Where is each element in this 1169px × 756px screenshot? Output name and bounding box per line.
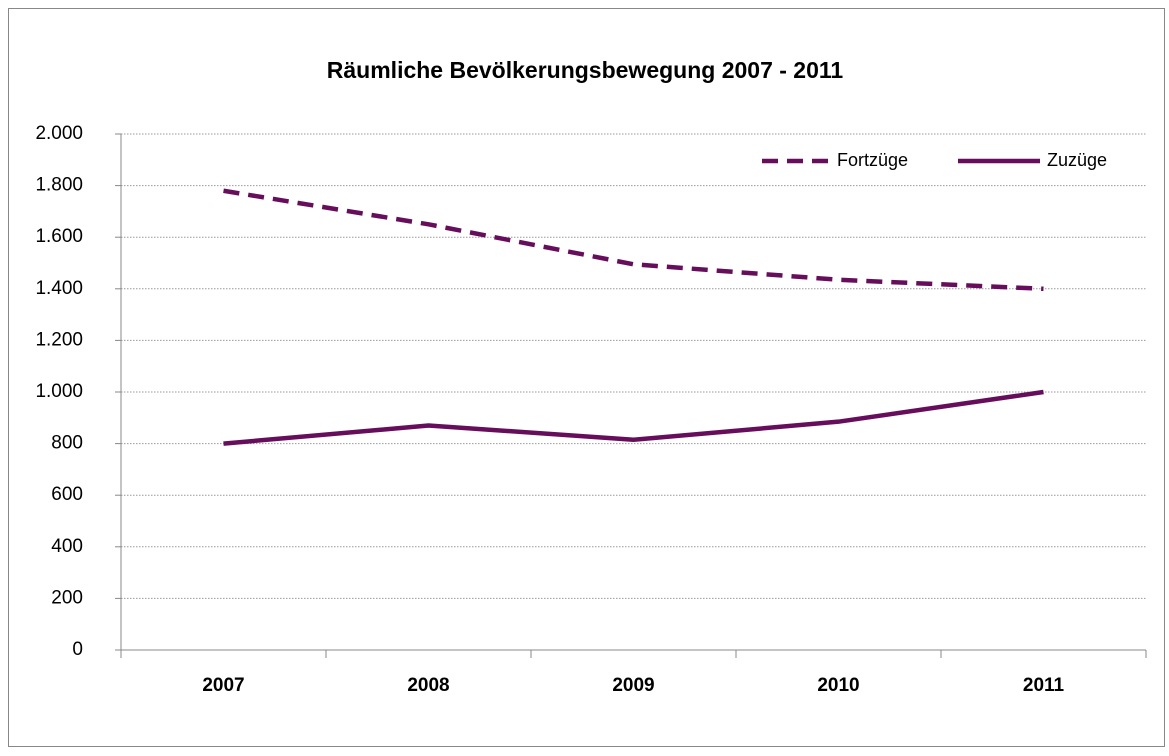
x-tick-label: 2011 bbox=[1023, 675, 1065, 696]
y-tick-label: 1.600 bbox=[35, 226, 83, 247]
y-tick-label: 600 bbox=[51, 484, 83, 505]
legend-label: Fortzüge bbox=[837, 150, 908, 170]
chart-title: Räumliche Bevölkerungsbewegung 2007 - 20… bbox=[327, 57, 844, 83]
y-tick-label: 1.400 bbox=[35, 278, 83, 299]
x-tick-label: 2010 bbox=[817, 675, 859, 696]
x-tick-label: 2007 bbox=[202, 675, 244, 696]
y-tick-label: 200 bbox=[51, 587, 83, 608]
chart-border bbox=[8, 8, 1165, 747]
y-tick-label: 2.000 bbox=[35, 123, 83, 144]
y-tick-label: 0 bbox=[72, 639, 83, 660]
y-tick-label: 1.200 bbox=[35, 329, 83, 350]
y-tick-label: 800 bbox=[51, 433, 83, 454]
legend-label: Zuzüge bbox=[1047, 150, 1107, 170]
y-tick-label: 1.800 bbox=[35, 175, 83, 196]
y-tick-label: 400 bbox=[51, 536, 83, 557]
y-tick-label: 1.000 bbox=[35, 381, 83, 402]
series-line bbox=[223, 389, 1044, 446]
x-tick-label: 2009 bbox=[612, 675, 654, 696]
x-tick-label: 2008 bbox=[407, 675, 449, 696]
series-line bbox=[223, 188, 1044, 292]
